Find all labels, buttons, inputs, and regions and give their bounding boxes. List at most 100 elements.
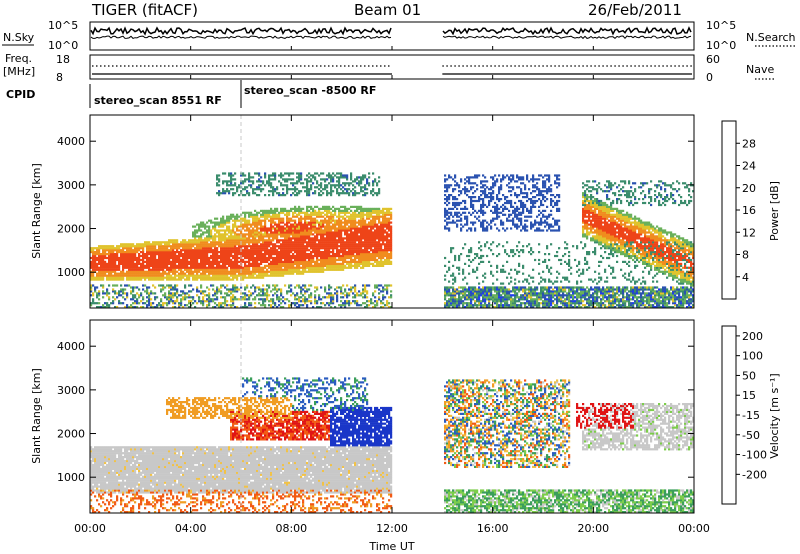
heatmap-cell <box>232 213 235 216</box>
heatmap-cell <box>338 219 341 222</box>
heatmap-cell <box>102 276 105 279</box>
heatmap-cell <box>174 241 177 244</box>
heatmap-cell <box>210 278 213 281</box>
heatmap-cell <box>272 233 275 236</box>
heatmap-cell <box>180 302 183 305</box>
heatmap-cell <box>284 262 287 265</box>
heatmap-cell <box>202 302 205 305</box>
heatmap-cell <box>268 215 271 218</box>
heatmap-cell <box>134 253 137 256</box>
heatmap-cell <box>252 239 255 242</box>
heatmap-cell <box>342 241 345 244</box>
heatmap-cell <box>216 270 219 273</box>
heatmap-cell <box>180 270 183 273</box>
heatmap-cell <box>342 249 345 252</box>
heatmap-cell <box>310 217 313 220</box>
heatmap-cell <box>352 296 355 299</box>
heatmap-cell <box>288 231 291 234</box>
heatmap-cell <box>192 225 195 228</box>
heatmap-cell <box>288 209 291 212</box>
heatmap-cell <box>160 241 163 244</box>
heatmap-cell <box>194 266 197 269</box>
heatmap-cell <box>340 229 343 232</box>
heatmap-cell <box>102 251 105 254</box>
heatmap-cell <box>298 254 301 258</box>
heatmap-cell <box>374 235 377 238</box>
heatmap-cell <box>106 266 109 269</box>
beam-label: Beam 01 <box>354 1 421 19</box>
heatmap-cell <box>294 188 297 191</box>
heatmap-cell <box>296 256 299 260</box>
heatmap-cell <box>248 290 251 293</box>
heatmap-cell <box>298 178 301 181</box>
heatmap-cell <box>208 264 211 267</box>
heatmap-cell <box>92 264 95 267</box>
heatmap-cell <box>362 178 365 181</box>
heatmap-cell <box>234 284 237 287</box>
heatmap-cell <box>252 268 255 271</box>
heatmap-cell <box>366 231 369 234</box>
heatmap-cell <box>266 260 269 263</box>
heatmap-cell <box>378 260 381 263</box>
heatmap-cell <box>122 247 125 250</box>
heatmap-cell <box>370 213 373 216</box>
heatmap-cell <box>150 292 153 295</box>
heatmap-cell <box>386 247 389 250</box>
heatmap-cell <box>344 192 347 195</box>
heatmap-cell <box>196 231 199 234</box>
heatmap-cell <box>150 274 153 277</box>
heatmap-cell <box>364 192 367 195</box>
heatmap-cell <box>334 223 337 226</box>
heatmap-cell <box>180 245 183 248</box>
heatmap-cell <box>210 251 213 254</box>
heatmap-cell <box>326 251 329 254</box>
heatmap-cell <box>322 235 325 238</box>
heatmap-cell <box>278 260 281 263</box>
heatmap-cell <box>162 253 165 256</box>
heatmap-cell <box>148 256 151 260</box>
heatmap-cell <box>382 288 385 291</box>
heatmap-cell <box>328 284 331 287</box>
heatmap-cell <box>216 288 219 291</box>
heatmap-cell <box>158 272 161 275</box>
heatmap-cell <box>256 225 259 228</box>
heatmap-cell <box>292 211 295 214</box>
heatmap-cell <box>144 254 147 258</box>
heatmap-cell <box>188 249 191 252</box>
heatmap-cell <box>304 247 307 250</box>
heatmap-cell <box>330 213 333 216</box>
heatmap-cell <box>236 258 239 262</box>
heatmap-cell <box>298 237 301 240</box>
heatmap-cell <box>128 245 131 248</box>
heatmap-cell <box>160 298 163 301</box>
heatmap-cell <box>332 235 335 238</box>
heatmap-cell <box>348 294 351 297</box>
heatmap-cell <box>358 176 361 179</box>
heatmap-cell <box>200 290 203 293</box>
heatmap-cell <box>208 294 211 297</box>
heatmap-cell <box>288 172 291 175</box>
heatmap-cell <box>352 225 355 228</box>
heatmap-cell <box>220 219 223 222</box>
heatmap-cell <box>348 188 351 191</box>
heatmap-cell <box>366 211 369 214</box>
heatmap-cell <box>212 243 215 246</box>
heatmap-cell <box>386 211 389 214</box>
heatmap-cell <box>294 209 297 212</box>
heatmap-cell <box>168 284 171 287</box>
heatmap-cell <box>194 225 197 228</box>
heatmap-cell <box>242 298 245 301</box>
heatmap-cell <box>344 243 347 246</box>
heatmap-cell <box>218 237 221 240</box>
heatmap-cell <box>268 209 271 212</box>
heatmap-cell <box>334 262 337 265</box>
heatmap-cell <box>384 217 387 220</box>
heatmap-cell <box>374 254 377 258</box>
heatmap-cell <box>118 245 121 248</box>
heatmap-cell <box>368 258 371 262</box>
heatmap-cell <box>300 254 303 258</box>
heatmap-cell <box>188 247 191 250</box>
heatmap-cell <box>294 221 297 224</box>
heatmap-cell <box>310 178 313 181</box>
